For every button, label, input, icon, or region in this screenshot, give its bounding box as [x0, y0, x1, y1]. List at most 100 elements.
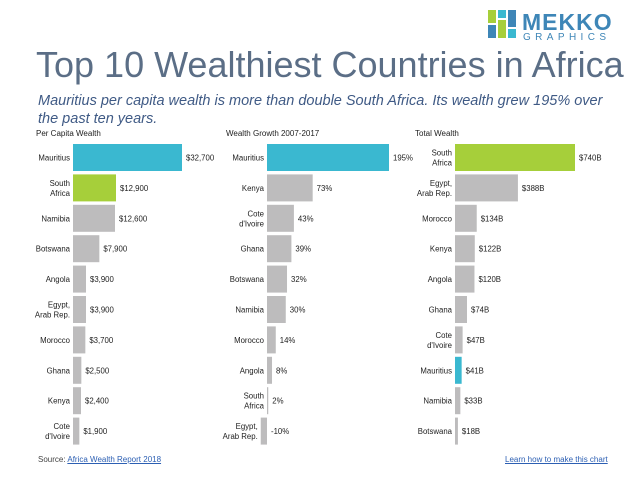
category-label: Namibia — [41, 214, 70, 223]
value-label: $12,600 — [119, 214, 148, 223]
chart-title: Per Capita Wealth — [36, 129, 101, 138]
bar — [455, 356, 462, 384]
category-label: Ghana — [429, 306, 453, 315]
bar — [455, 265, 475, 293]
value-label: -10% — [271, 427, 289, 436]
bar — [267, 144, 389, 171]
value-label: $2,500 — [85, 366, 110, 375]
bar — [260, 417, 267, 445]
brand-name: MEKKO — [522, 9, 613, 35]
brand-tagline: GRAPHICS — [523, 32, 611, 43]
source-label: Source: — [38, 455, 66, 464]
category-label: Angola — [240, 366, 265, 375]
chart-title: Total Wealth — [415, 129, 459, 138]
value-label: $18B — [462, 427, 480, 436]
bar — [267, 235, 292, 263]
bar — [73, 265, 86, 293]
bar — [267, 387, 269, 415]
value-label: $47B — [467, 336, 485, 345]
source-note: Source: Africa Wealth Report 2018 — [38, 455, 161, 464]
logo-mark-icon — [488, 10, 518, 40]
value-label: 14% — [280, 336, 296, 345]
bar — [73, 174, 116, 202]
bar — [267, 265, 288, 293]
mekko-graphics-logo: MEKKO GRAPHICS — [488, 10, 628, 44]
category-label: Morocco — [234, 336, 265, 345]
source-link[interactable]: Africa Wealth Report 2018 — [67, 455, 162, 464]
howto-link[interactable]: Learn how to make this chart — [505, 455, 608, 464]
bar — [267, 204, 294, 232]
category-label: Egypt, Arab Rep. — [35, 301, 70, 320]
value-label: 73% — [317, 184, 333, 193]
category-label: Egypt, Arab Rep. — [417, 179, 452, 198]
category-label: Mauritius — [38, 154, 70, 163]
value-label: $7,900 — [103, 245, 128, 254]
category-label: Mauritius — [420, 366, 452, 375]
value-label: $134B — [481, 214, 504, 223]
bar — [455, 387, 461, 415]
bar — [455, 326, 463, 354]
chart-svg: Total Wealth South Africa $740B Egypt, Arab R… — [415, 129, 602, 445]
value-label: 195% — [393, 154, 413, 163]
category-label: Mauritius — [232, 154, 264, 163]
bar — [73, 387, 81, 415]
category-label: Kenya — [48, 397, 71, 406]
chart-total-wealth: Total Wealth South Africa $740B Egypt, Arab R… — [415, 128, 630, 448]
bar — [455, 417, 458, 445]
bar — [73, 235, 100, 263]
chart-svg: Per Capita Wealth Mauritius $32,700 South Af… — [35, 129, 215, 445]
page-subtitle: Mauritius per capita wealth is more than… — [38, 93, 603, 127]
bar — [73, 356, 82, 384]
category-label: South Africa — [244, 392, 265, 411]
bar — [267, 174, 313, 202]
category-label: Botswana — [230, 275, 265, 284]
chart-per-capita-wealth: Per Capita Wealth Mauritius $32,700 South Af… — [35, 128, 226, 448]
value-label: 8% — [276, 366, 287, 375]
bar — [455, 235, 475, 263]
category-label: Cote d'Ivoire — [45, 422, 70, 441]
bar — [73, 417, 80, 445]
value-label: 39% — [295, 245, 311, 254]
value-label: 30% — [290, 306, 306, 315]
bar — [73, 204, 115, 232]
category-label: Kenya — [242, 184, 265, 193]
category-label: Ghana — [241, 245, 265, 254]
category-label: Cote d'Ivoire — [239, 209, 264, 228]
bar — [455, 204, 477, 232]
value-label: $2,400 — [85, 397, 110, 406]
value-label: $41B — [466, 366, 484, 375]
category-label: Morocco — [40, 336, 71, 345]
value-label: 32% — [291, 275, 307, 284]
value-label: $12,900 — [120, 184, 149, 193]
bar — [73, 326, 86, 354]
category-label: Namibia — [235, 306, 264, 315]
category-label: Egypt, Arab Rep. — [223, 422, 258, 441]
value-label: $388B — [522, 184, 545, 193]
value-label: $74B — [471, 306, 489, 315]
bar — [267, 356, 273, 384]
value-label: 43% — [298, 214, 314, 223]
category-label: South Africa — [432, 149, 453, 168]
bar — [73, 144, 182, 171]
category-label: South Africa — [50, 179, 71, 198]
bar — [267, 296, 286, 323]
value-label: $3,900 — [90, 306, 115, 315]
chart-svg: Wealth Growth 2007-2017 Mauritius 195% Keny… — [223, 129, 413, 445]
value-label: 2% — [272, 397, 283, 406]
category-label: Cote d'Ivoire — [427, 331, 452, 350]
bar — [455, 144, 575, 171]
chart-wealth-growth: Wealth Growth 2007-2017 Mauritius 195% Keny… — [223, 128, 421, 448]
bar — [267, 326, 276, 354]
value-label: $740B — [579, 154, 602, 163]
value-label: $1,900 — [83, 427, 108, 436]
chart-title: Wealth Growth 2007-2017 — [226, 129, 320, 138]
category-label: Botswana — [418, 427, 453, 436]
howto-note: Learn how to make this chart — [505, 455, 608, 464]
value-label: $3,900 — [90, 275, 115, 284]
category-label: Botswana — [36, 245, 71, 254]
value-label: $3,700 — [89, 336, 114, 345]
category-label: Morocco — [422, 214, 453, 223]
bar — [73, 296, 86, 323]
category-label: Kenya — [430, 245, 453, 254]
value-label: $120B — [478, 275, 501, 284]
